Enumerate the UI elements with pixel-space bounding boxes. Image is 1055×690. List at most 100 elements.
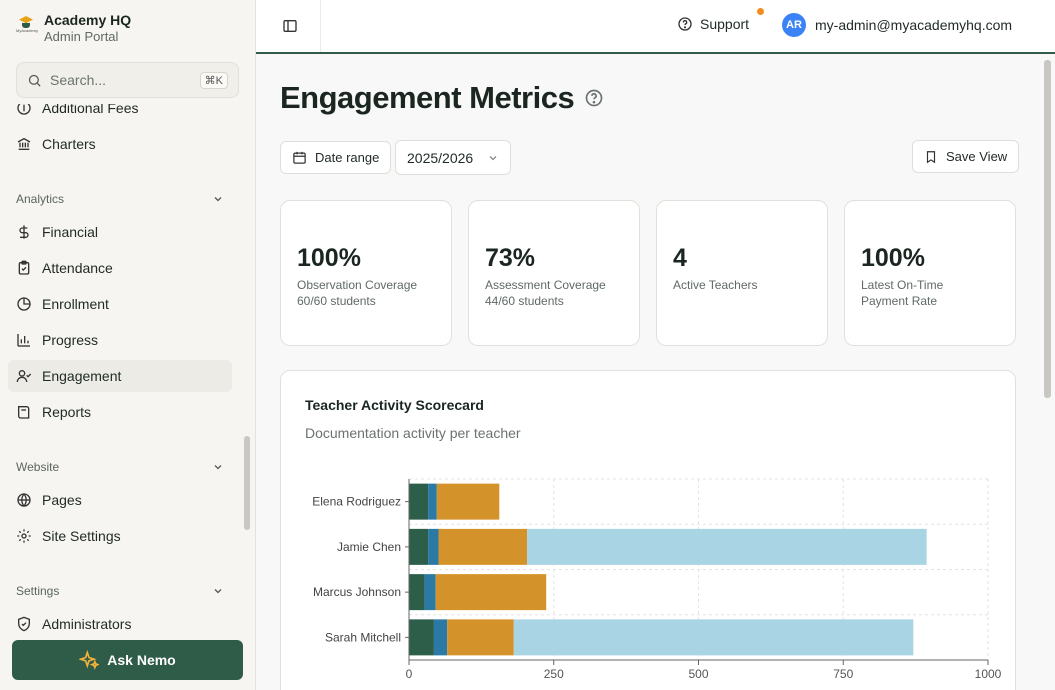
sidebar-scrollbar[interactable] [244, 436, 250, 530]
bar-segment [409, 528, 429, 565]
bank-icon [17, 137, 31, 150]
sidebar-item-financial[interactable]: Financial [8, 216, 232, 248]
bar-segment [409, 574, 425, 611]
sidebar-item-charters[interactable]: Charters [8, 128, 232, 160]
circle-dollar-icon [17, 104, 31, 115]
card-subtitle: Documentation activity per teacher [305, 425, 521, 441]
sidebar-item-site-settings[interactable]: Site Settings [8, 520, 232, 552]
bar-segment [428, 483, 437, 520]
kpi-label: Assessment Coverage [485, 278, 606, 292]
support-button[interactable]: Support [677, 16, 749, 32]
header-divider [320, 0, 321, 52]
chevron-down-icon [214, 197, 222, 202]
kpi-card: 100% Observation Coverage 60/60 students [280, 200, 452, 346]
bar-segment [424, 574, 436, 611]
kpi-card: 73% Assessment Coverage 44/60 students [468, 200, 640, 346]
dollar-icon [19, 225, 29, 239]
sidebar-item-engagement[interactable]: Engagement [8, 360, 232, 392]
bar-segment [433, 619, 448, 656]
chevron-down-icon [489, 155, 497, 160]
main-content: Engagement Metrics Date range 2025/2026 … [256, 56, 1055, 690]
sparkles-icon [79, 650, 100, 670]
panel-left-icon [283, 20, 297, 32]
group-analytics[interactable]: Analytics [16, 192, 224, 206]
y-tick-label: Jamie Chen [337, 540, 401, 554]
chevron-down-icon [214, 465, 222, 470]
notification-dot [757, 8, 764, 15]
brand-title: Academy HQ [44, 12, 132, 28]
clipboard-check-icon [18, 260, 30, 275]
x-tick-label: 500 [688, 667, 708, 681]
x-tick-label: 750 [833, 667, 853, 681]
year-select[interactable]: 2025/2026 [395, 140, 512, 175]
sidebar-toggle-button[interactable] [276, 14, 304, 38]
kpi-label: Active Teachers [673, 278, 758, 292]
main-scrollbar[interactable] [1044, 60, 1051, 398]
group-website[interactable]: Website [16, 460, 224, 474]
top-header: Support AR my-admin@myacademyhq.com [256, 0, 1055, 54]
bar-segment [436, 483, 500, 520]
bar-segment [513, 619, 914, 656]
kpi-value: 100% [861, 244, 925, 272]
sidebar-item-administrators[interactable]: Administrators [8, 608, 232, 634]
sidebar-item-progress[interactable]: Progress [8, 324, 232, 356]
user-check-icon [16, 370, 32, 383]
sidebar-nav[interactable]: Additional Fees Charters Analytics Finan… [0, 104, 255, 634]
kpi-value: 4 [673, 244, 687, 272]
search-input[interactable]: Search... ⌘K [16, 62, 239, 98]
kpi-sub: 60/60 students [297, 294, 376, 308]
search-shortcut: ⌘K [199, 71, 228, 89]
kpi-card: 100% Latest On-Time Payment Rate [844, 200, 1016, 346]
kpi-sub: Payment Rate [861, 294, 938, 308]
search-icon [28, 74, 41, 87]
bar-segment [438, 528, 528, 565]
save-view-button[interactable]: Save View [912, 140, 1020, 173]
y-tick-label: Elena Rodriguez [312, 495, 401, 509]
chevron-down-icon [214, 589, 222, 594]
y-tick-label: Sarah Mitchell [325, 630, 401, 644]
bar-segment [527, 528, 927, 565]
academy-logo-icon: MyAcademy [16, 14, 38, 38]
search-placeholder: Search... [50, 72, 107, 88]
kpi-label: Latest On-Time [861, 278, 944, 292]
sidebar-item-reports[interactable]: Reports [8, 396, 232, 428]
gear-icon [17, 529, 31, 543]
brand[interactable]: MyAcademy Academy HQ Admin Portal [16, 12, 131, 45]
globe-icon [17, 492, 31, 508]
group-settings[interactable]: Settings [16, 584, 224, 598]
x-tick-label: 0 [406, 667, 413, 681]
bookmark-icon [926, 150, 936, 163]
kpi-value: 100% [297, 244, 361, 272]
bar-segment [409, 619, 434, 656]
brand-subtitle: Admin Portal [44, 29, 119, 44]
ask-nemo-button[interactable]: Ask Nemo [12, 640, 243, 680]
card-title: Teacher Activity Scorecard [305, 397, 484, 413]
kpi-value: 73% [485, 244, 536, 272]
date-range-button[interactable]: Date range [280, 141, 392, 174]
bar-segment [409, 483, 429, 520]
avatar: AR [782, 13, 806, 37]
user-email: my-admin@myacademyhq.com [815, 17, 1013, 33]
sidebar-item-pages[interactable]: Pages [8, 484, 232, 516]
help-circle-icon [678, 17, 692, 31]
sidebar-item-enrollment[interactable]: Enrollment [8, 288, 232, 320]
x-tick-label: 250 [544, 667, 564, 681]
sidebar-item-attendance[interactable]: Attendance [8, 252, 232, 284]
user-menu[interactable]: AR my-admin@myacademyhq.com [782, 13, 1012, 37]
teacher-scorecard-card: Teacher Activity Scorecard Documentation… [280, 370, 1016, 690]
kpi-sub: 44/60 students [485, 294, 564, 308]
bar-segment [428, 528, 439, 565]
sidebar: MyAcademy Academy HQ Admin Portal Search… [0, 0, 256, 690]
help-circle-icon[interactable] [584, 88, 604, 108]
calendar-icon [293, 151, 306, 164]
bar-chart-icon [17, 334, 30, 347]
kpi-card: 4 Active Teachers [656, 200, 828, 346]
pie-chart-icon [17, 297, 31, 311]
page-title: Engagement Metrics [280, 80, 604, 116]
y-tick-label: Marcus Johnson [313, 585, 401, 599]
bar-segment [435, 574, 547, 611]
teacher-activity-chart: Elena Rodriguez Jamie Chen Marcus Johnson S… [312, 478, 1002, 681]
book-icon [18, 406, 30, 419]
sidebar-item-additional-fees[interactable]: Additional Fees [8, 104, 232, 124]
bar-segment [447, 619, 514, 656]
